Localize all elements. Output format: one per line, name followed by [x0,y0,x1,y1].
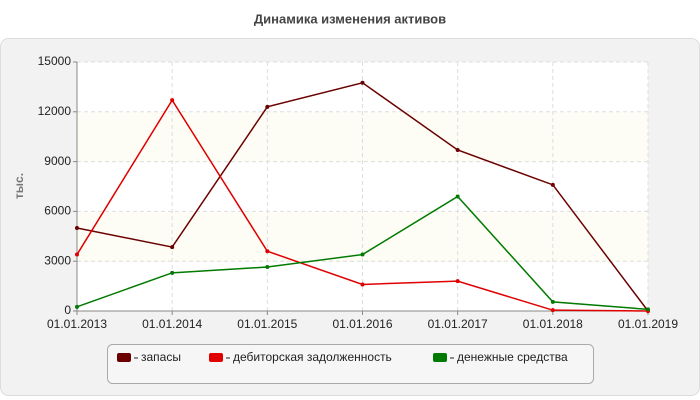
data-point [360,252,365,257]
data-point [455,194,460,199]
data-point [455,147,460,152]
data-point [646,307,650,312]
y-tick-label: 6000 [44,204,71,218]
data-point [75,304,79,309]
data-point [455,279,460,284]
data-point [550,182,555,187]
y-axis-label: тыс. [12,173,26,199]
data-point [265,265,270,270]
legend-swatch [209,353,223,362]
y-tick-label: 9000 [44,154,71,168]
y-tick-label: 0 [64,303,71,317]
data-point [170,245,175,250]
legend-swatch [433,353,447,362]
data-point [170,270,175,275]
data-point [360,282,365,287]
data-point [75,226,79,230]
data-point [75,252,79,257]
data-point [265,104,270,109]
x-tick-label: 01.01.2017 [428,317,488,331]
data-point [360,80,365,85]
x-tick-label: 01.01.2015 [237,317,297,331]
y-tick-label: 3000 [44,253,71,267]
legend-label: денежные средства [457,350,568,364]
y-tick-label: 12000 [38,104,72,118]
x-tick-label: 01.01.2016 [332,317,392,331]
data-point [170,98,175,103]
x-tick-label: 01.01.2018 [523,317,583,331]
legend-label: запасы [141,350,181,364]
x-tick-label: 01.01.2014 [142,317,202,331]
data-point [550,299,555,304]
legend-label: дебиторская задолженность [233,350,392,364]
legend-swatch [117,353,131,362]
data-point [265,249,270,254]
legend [107,344,594,384]
y-tick-label: 15000 [38,54,72,68]
x-tick-label: 01.01.2013 [47,317,107,331]
chart-title: Динамика изменения активов [254,11,446,26]
x-tick-label: 01.01.2019 [618,317,678,331]
data-point [550,308,555,313]
